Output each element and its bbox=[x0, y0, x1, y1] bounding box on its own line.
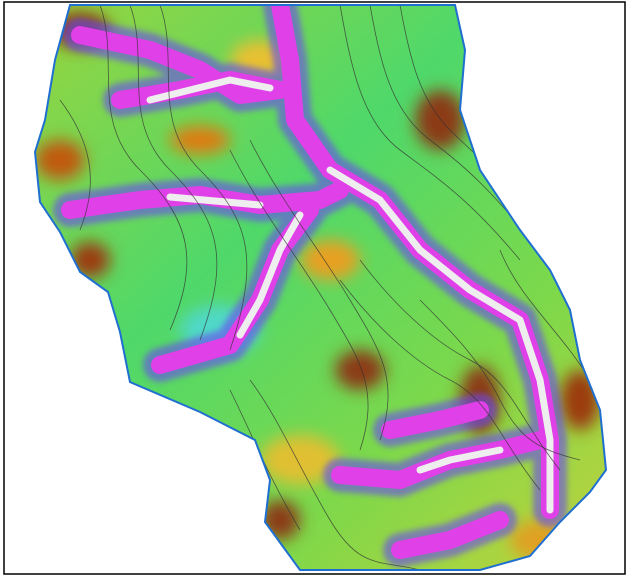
terrain-map bbox=[0, 0, 629, 578]
page bbox=[0, 0, 629, 578]
